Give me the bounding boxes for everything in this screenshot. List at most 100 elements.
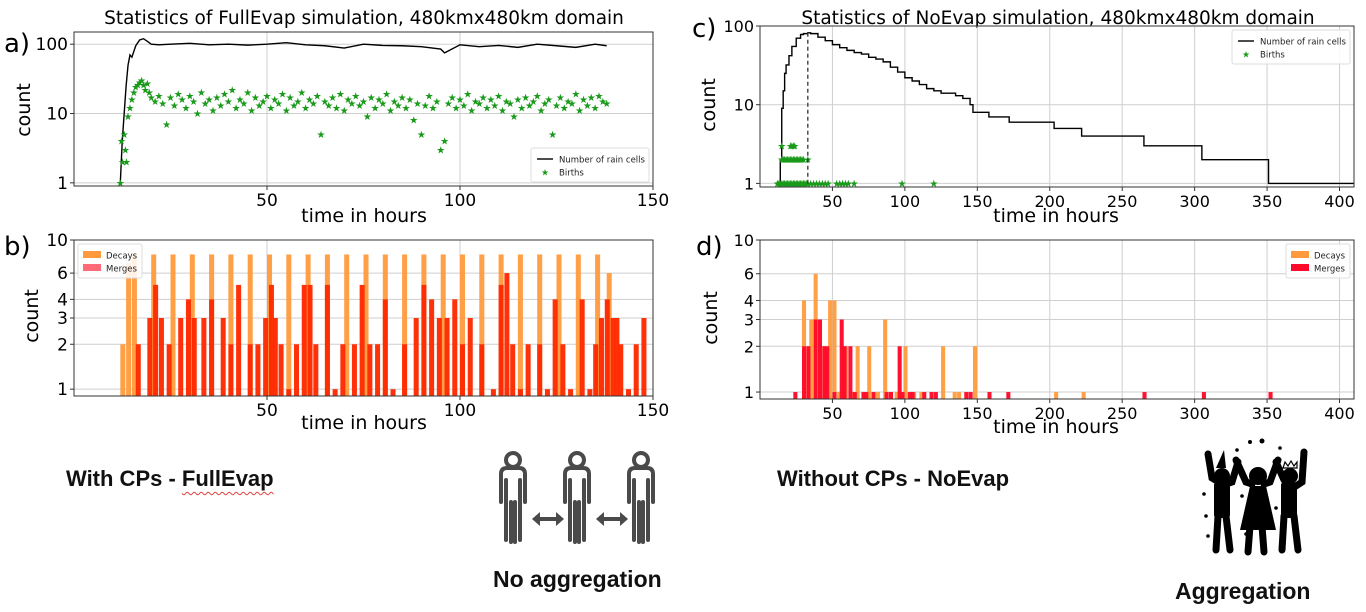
bar-merges [272,318,278,396]
bar-merges [641,318,647,396]
bar-merges [517,389,523,396]
crown-icon [1282,459,1298,469]
bar-merges [1142,392,1147,399]
births-point: ★ [774,179,783,190]
births-point: ★ [838,179,847,190]
births-point: ★ [145,88,154,99]
births-point: ★ [777,141,786,152]
bar-merges [444,318,450,396]
bar-merges [1006,392,1011,399]
births-point: ★ [567,99,576,110]
bar-merges [552,299,558,396]
chart-panel-a: a) Statistics of FullEvap simulation, 48… [4,8,669,227]
bar-decays [828,300,833,399]
births-point: ★ [197,88,206,99]
person-outline-icon [499,451,527,544]
x-tick-label: 350 [1252,404,1283,423]
bar-decays [363,254,369,396]
births-point: ★ [263,91,272,102]
births-point: ★ [591,104,600,115]
births-point: ★ [799,179,808,190]
bar-decays [120,344,126,396]
chart-title-c: Statistics of NoEvap simulation, 480kmx4… [801,8,1314,29]
births-point: ★ [841,179,850,190]
y-tick-label: 100 [723,17,754,36]
bar-merges [191,318,197,396]
births-point: ★ [806,179,815,190]
bar-merges [907,392,912,399]
births-point: ★ [835,179,844,190]
x-axis-label-d: time in hours [993,416,1119,438]
bar-merges [825,346,830,399]
births-point: ★ [786,179,795,190]
y-tick-label: 3 [744,311,754,330]
births-point: ★ [317,130,326,141]
y-tick-label: 1 [744,174,754,193]
series-line-rain-cells [777,32,1354,185]
births-point: ★ [259,97,268,108]
births-point: ★ [117,137,126,148]
bar-merges [871,392,876,399]
bar-decays [344,254,350,396]
births-point: ★ [374,95,383,106]
bar-merges [968,392,973,399]
births-point: ★ [432,97,441,108]
bar-decays [1054,392,1059,399]
bar-merges [402,344,408,396]
births-point: ★ [436,145,445,156]
legend-label: Births [1260,51,1285,61]
births-point: ★ [818,179,827,190]
bar-merges [929,392,934,399]
bar-merges [332,389,338,396]
births-point: ★ [174,90,183,101]
births-point: ★ [594,91,603,102]
y-tick-label: 4 [744,292,754,311]
births-point: ★ [521,93,530,104]
births-point: ★ [513,95,522,106]
bar-merges [864,392,869,399]
legend-label: Number of rain cells [559,156,646,166]
bar-merges [604,299,610,396]
y-tick-label: 100 [36,35,68,55]
legend-box [1231,29,1351,65]
births-point: ★ [802,179,811,190]
births-point: ★ [602,99,611,110]
x-tick-label: 150 [962,404,993,423]
births-point: ★ [390,97,399,108]
births-point: ★ [141,85,150,96]
legend: Decays Merges [1285,243,1351,279]
births-point: ★ [598,97,607,108]
bar-decays [440,254,446,396]
births-point: ★ [336,90,345,101]
bar-merges [158,318,164,396]
bar-merges [294,344,300,396]
births-point: ★ [193,109,202,120]
panel-label-c: c) [692,14,716,44]
y-tick-label: 1 [744,383,754,402]
x-tick-label: 300 [1179,192,1210,211]
births-point: ★ [792,179,801,190]
legend-bar-swatch [1291,264,1309,271]
x-tick-label: 400 [1324,404,1355,423]
births-point: ★ [135,78,144,89]
bar-decays [883,319,888,399]
births-point: ★ [170,101,179,112]
bar-merges [793,392,798,399]
births-point: ★ [216,101,225,112]
births-point: ★ [125,104,134,115]
bar-merges [568,389,574,396]
births-point: ★ [133,80,142,91]
y-axis-label-d: count [700,291,722,345]
births-point: ★ [796,179,805,190]
bar-merges [861,392,866,399]
series-line-rain-cells [119,37,607,183]
bar-merges [390,389,396,396]
x-tick-label: 50 [256,191,278,211]
bar-merges [802,346,807,399]
births-point: ★ [444,99,453,110]
double-arrow-icon [596,512,628,526]
axes-frame [759,25,1355,188]
data-layer [120,254,647,396]
births-point: ★ [344,95,353,106]
bar-decays [575,254,581,396]
